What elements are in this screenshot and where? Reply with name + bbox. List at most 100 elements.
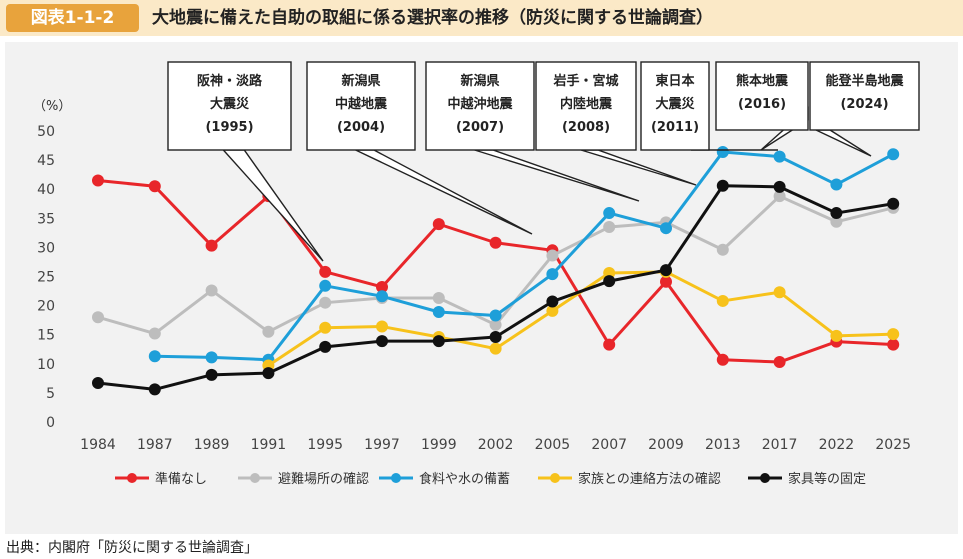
legend-entry: 家族との連絡方法の確認 — [538, 471, 721, 487]
annotation-text: (2011) — [651, 120, 699, 135]
annotation-text: 中越地震 — [335, 96, 388, 112]
data-point — [887, 197, 900, 210]
data-point — [660, 264, 672, 277]
data-point — [489, 309, 502, 322]
series-4 — [92, 179, 900, 396]
legend-entry: 準備なし — [115, 471, 207, 487]
x-tick-label: 2017 — [762, 437, 798, 453]
data-point — [376, 290, 388, 303]
data-point — [489, 236, 502, 249]
legend-label: 避難場所の確認 — [278, 471, 369, 487]
x-tick-label: 1995 — [307, 437, 343, 453]
data-point — [319, 321, 332, 334]
data-point — [92, 377, 104, 390]
y-axis-label: （%） — [33, 99, 71, 114]
data-point — [773, 150, 786, 163]
annotation-text: (2007) — [456, 120, 504, 135]
data-point — [205, 368, 218, 381]
x-tick-label: 1991 — [251, 437, 287, 453]
data-point — [716, 353, 729, 366]
data-point — [830, 329, 843, 342]
annotation-text: (2004) — [337, 120, 385, 135]
series-line — [154, 150, 894, 362]
data-point — [716, 294, 729, 307]
annotation-text: (2024) — [840, 97, 888, 112]
data-point — [205, 284, 218, 297]
data-point — [603, 207, 616, 220]
data-point — [830, 207, 843, 220]
page-title: 大地震に備えた自助の取組に係る選択率の推移（防災に関する世論調査） — [152, 8, 713, 28]
y-tick-label: 25 — [37, 270, 55, 286]
y-tick-label: 45 — [37, 153, 55, 169]
y-tick-label: 5 — [46, 386, 55, 402]
annotation-text: (2016) — [738, 97, 786, 112]
data-point — [376, 320, 388, 333]
data-point — [319, 265, 332, 278]
x-tick-label: 2022 — [819, 437, 855, 453]
annotation-callout: 能登半島地震 (2024) — [809, 61, 920, 157]
annotation-text: 東日本 — [655, 73, 694, 89]
data-point — [92, 174, 104, 187]
data-point — [432, 218, 445, 231]
chart-panel: （%） 0 5 10 15 20 25 30 35 40 45 50 1984 1987 1989 1991 1… — [5, 42, 958, 534]
data-point — [773, 180, 786, 193]
series-2 — [148, 145, 900, 366]
x-tick-label: 1997 — [364, 437, 400, 453]
data-point — [887, 148, 900, 161]
x-tick-label: 2013 — [705, 437, 741, 453]
legend-label: 準備なし — [155, 471, 207, 487]
y-tick-label: 35 — [37, 211, 55, 227]
data-point — [489, 342, 502, 355]
data-point — [376, 280, 388, 293]
data-point — [887, 328, 900, 341]
y-tick-label: 50 — [37, 124, 55, 140]
data-point — [205, 351, 218, 364]
data-point — [603, 275, 616, 288]
x-tick-label: 2002 — [478, 437, 514, 453]
data-point — [319, 296, 332, 309]
legend-label: 家具等の固定 — [788, 471, 866, 487]
legend-entry: 食料や水の備蓄 — [379, 471, 510, 487]
data-point — [432, 306, 445, 319]
annotation-text: 熊本地震 — [736, 73, 789, 89]
annotation-text: 岩手・宮城 — [552, 73, 618, 89]
x-tick-label: 2025 — [875, 437, 911, 453]
annotation-text: (2008) — [562, 120, 610, 135]
data-point — [205, 239, 218, 252]
data-point — [603, 338, 616, 351]
y-tick-label: 0 — [46, 415, 55, 431]
y-tick-label: 15 — [37, 328, 55, 344]
data-point — [319, 279, 332, 292]
data-point — [716, 243, 729, 256]
figure-badge: 図表1-1-2 — [6, 4, 139, 32]
data-point — [830, 178, 843, 191]
x-tick-label: 2007 — [591, 437, 627, 453]
data-point — [773, 286, 786, 299]
data-point — [92, 311, 104, 324]
annotation-text: 阪神・淡路 — [197, 73, 263, 89]
legend-label: 食料や水の備蓄 — [419, 471, 510, 487]
y-tick-label: 10 — [37, 357, 55, 373]
header-bar: 図表1-1-2 大地震に備えた自助の取組に係る選択率の推移（防災に関する世論調査… — [0, 0, 963, 36]
data-point — [319, 340, 332, 353]
annotation-text: 新潟県 — [341, 73, 380, 89]
data-point — [830, 215, 843, 228]
data-point — [432, 292, 445, 305]
data-point — [716, 145, 729, 158]
annotation-text: 大震災 — [655, 96, 695, 112]
annotation-text: (1995) — [205, 120, 253, 135]
x-tick-label: 2009 — [648, 437, 684, 453]
y-tick-label: 40 — [37, 182, 55, 198]
annotation-text: 大震災 — [210, 96, 250, 112]
x-tick-label: 1999 — [421, 437, 457, 453]
annotation-text: 新潟県 — [460, 73, 499, 89]
series-line — [267, 270, 894, 367]
data-point — [262, 367, 275, 380]
data-point — [489, 331, 502, 344]
x-tick-label: 1984 — [80, 437, 116, 453]
data-point — [660, 275, 672, 288]
